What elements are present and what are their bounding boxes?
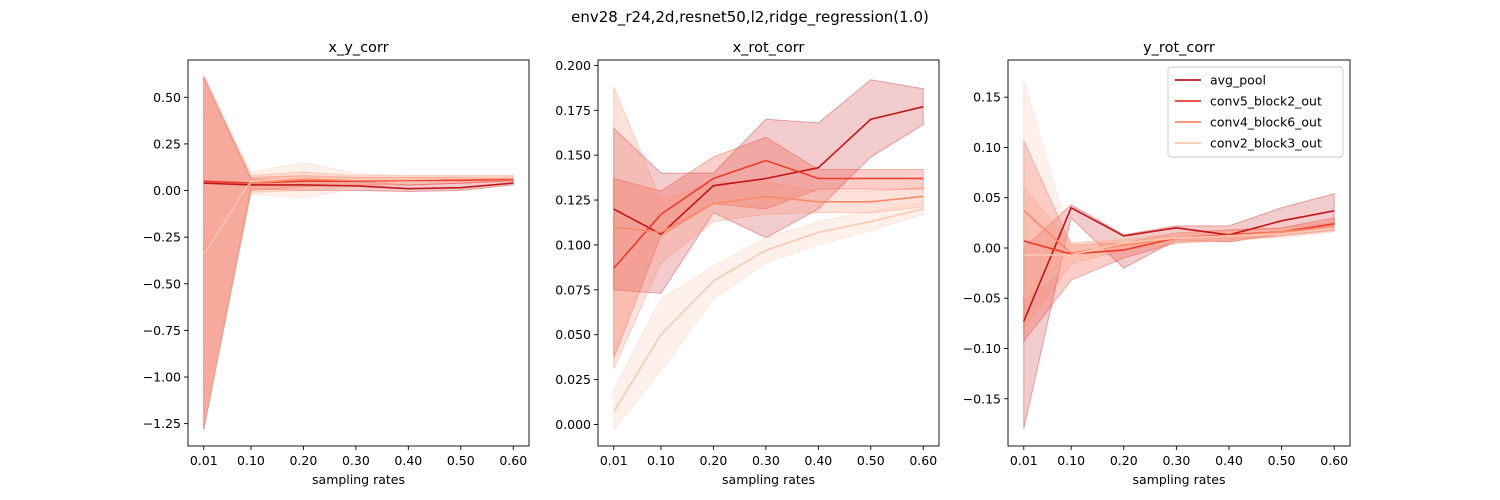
x-tick-label: 0.01 xyxy=(1010,453,1038,468)
x-tick-label: 0.30 xyxy=(342,453,370,468)
y-tick-label: 0.200 xyxy=(555,58,591,73)
band-conv2-block3-out xyxy=(203,78,514,428)
panel-title: x_rot_corr xyxy=(733,40,805,56)
y-tick-label: 0.100 xyxy=(555,237,591,252)
band-conv2-block3-out xyxy=(613,201,924,432)
x-tick-label: 0.01 xyxy=(190,453,218,468)
line-conv2-block3-out xyxy=(203,176,514,255)
y-tick-label: 0.25 xyxy=(153,136,181,151)
x-tick-label: 0.50 xyxy=(1268,453,1296,468)
y-tick-label: 0.00 xyxy=(153,183,181,198)
legend-box xyxy=(1167,66,1344,158)
band-avg-pool xyxy=(613,79,924,294)
y-tick-label: 0.050 xyxy=(555,327,591,342)
x-tick-label: 0.20 xyxy=(699,453,727,468)
y-tick-label: 0.125 xyxy=(555,193,591,208)
x-axis-label: sampling rates xyxy=(312,472,405,487)
line-conv2-block3-out xyxy=(613,208,924,413)
x-tick-label: 0.40 xyxy=(1215,453,1243,468)
x-tick-label: 0.30 xyxy=(752,453,780,468)
line-avg-pool xyxy=(203,182,514,190)
y-tick-label: 0.150 xyxy=(555,148,591,163)
x-tick-label: 0.50 xyxy=(857,453,885,468)
panel-x-rot-corr: 0.01 0.10 0.20 0.30 0.40 0.50 0.60 0.200 0.175 0.… xyxy=(555,40,940,487)
x-tick-label: 0.20 xyxy=(289,453,317,468)
band-conv2-block3-out xyxy=(1023,79,1335,300)
line-conv5-block2-out xyxy=(613,159,924,269)
band-conv4-block6-out xyxy=(613,86,924,370)
y-tick-label: 0.00 xyxy=(973,240,1001,255)
axes-frame xyxy=(597,59,940,447)
legend-entry: conv5_block2_out xyxy=(1210,94,1322,109)
x-axis-label: sampling rates xyxy=(1133,472,1226,487)
x-tick-label: 0.50 xyxy=(447,453,475,468)
x-tick-label: 0.20 xyxy=(1110,453,1138,468)
x-tick-label: 0.60 xyxy=(1320,453,1348,468)
y-tick-label: −0.15 xyxy=(963,391,1001,406)
x-axis-label: sampling rates xyxy=(722,472,815,487)
y-tick-label: 0.50 xyxy=(153,90,181,105)
x-tick-label: 0.10 xyxy=(1057,453,1085,468)
y-tick-label: 0.05 xyxy=(973,190,1001,205)
line-conv2-block3-out xyxy=(1023,227,1335,256)
panel-x-y-corr: 0.01 0.10 0.20 0.30 0.40 0.50 0.60 0.50 0.25 0.00… xyxy=(143,40,530,487)
line-conv4-block6-out xyxy=(613,195,924,234)
legend-entry: conv4_block6_out xyxy=(1210,115,1322,130)
panel-title: x_y_corr xyxy=(328,40,388,56)
y-tick-label: 0.15 xyxy=(973,90,1001,105)
plot-area xyxy=(1023,79,1335,430)
panel-title: y_rot_corr xyxy=(1143,40,1215,56)
y-tick-label: 0.175 xyxy=(555,103,591,118)
line-avg-pool xyxy=(1023,206,1335,322)
y-tick-label: −0.75 xyxy=(143,323,181,338)
x-tick-label: 0.01 xyxy=(600,453,628,468)
band-conv5-block2-out xyxy=(203,78,514,430)
figure-title: env28_r24,2d,resnet50,l2,ridge_regressio… xyxy=(571,8,929,27)
x-tick-label: 0.60 xyxy=(499,453,527,468)
x-tick-label: 0.10 xyxy=(237,453,265,468)
legend-entry: conv2_block3_out xyxy=(1210,136,1322,151)
band-conv5-block2-out xyxy=(613,136,924,359)
y-tick-label: −0.50 xyxy=(143,276,181,291)
panel-y-rot-corr: 0.01 0.10 0.20 0.30 0.40 0.50 0.60 0.15 0.10 0.05… xyxy=(963,40,1351,487)
axes-frame xyxy=(187,59,530,447)
x-tick-label: 0.40 xyxy=(394,453,422,468)
band-avg-pool xyxy=(203,76,514,430)
line-avg-pool xyxy=(613,105,924,236)
x-tick-label: 0.10 xyxy=(647,453,675,468)
y-tick-label: 0.10 xyxy=(973,140,1001,155)
x-tick-label: 0.60 xyxy=(909,453,937,468)
y-tick-label: −0.10 xyxy=(963,341,1001,356)
y-tick-label: −1.25 xyxy=(143,416,181,431)
y-tick-label: −0.05 xyxy=(963,291,1001,306)
y-tick-label: 0.025 xyxy=(555,372,591,387)
plot-area xyxy=(613,79,924,432)
axes-frame xyxy=(1007,59,1351,447)
x-tick-label: 0.40 xyxy=(804,453,832,468)
plot-area xyxy=(203,74,514,430)
band-conv4-block6-out xyxy=(1023,186,1335,330)
x-tick-label: 0.30 xyxy=(1162,453,1190,468)
band-conv5-block2-out xyxy=(1023,140,1335,343)
legend-entry: avg_pool xyxy=(1210,73,1266,88)
band-conv4-block6-out xyxy=(203,74,514,428)
y-tick-label: −0.25 xyxy=(143,230,181,245)
y-tick-label: 0.000 xyxy=(555,417,591,432)
y-tick-label: −1.00 xyxy=(143,370,181,385)
legend: avg_pool conv5_block2_out conv4_block6_out… xyxy=(1167,66,1344,158)
y-tick-label: 0.075 xyxy=(555,282,591,297)
